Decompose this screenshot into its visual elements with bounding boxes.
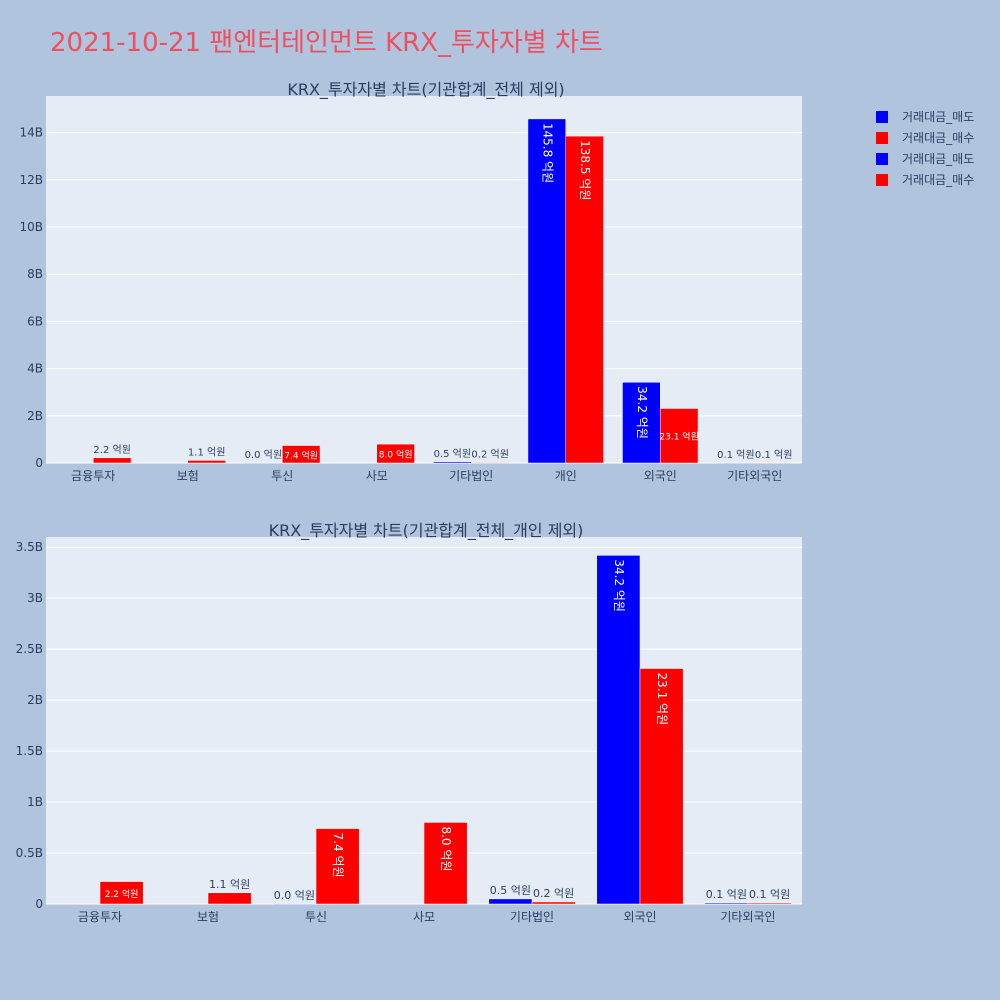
bar-value-label: 1.1 억원 [188, 446, 225, 458]
page-title: 2021-10-21 팬엔터테인먼트 KRX_투자자별 차트 [50, 28, 603, 58]
y-tick-label: 3.5B [16, 540, 43, 554]
bar [716, 462, 756, 464]
bar-value-label: 0.1 억원 [717, 449, 754, 461]
y-tick-label: 14B [19, 126, 43, 140]
bar-value-label: 138.5 억원 [578, 140, 592, 200]
bar-value-label: 0.0 억원 [274, 889, 315, 902]
x-tick-label: 기타외국인 [720, 910, 775, 924]
x-tick-label: 투신 [271, 469, 293, 483]
bar [704, 902, 749, 905]
y-tick-label: 10B [19, 220, 43, 234]
y-tick-label: 1.5B [16, 744, 43, 758]
bar-value-label: 0.5 억원 [434, 448, 471, 460]
bar [747, 902, 792, 905]
legend-swatch [876, 173, 888, 186]
bar-value-label: 23.1 억원 [659, 431, 698, 443]
bar-value-label: 0.1 억원 [749, 888, 790, 901]
legend-label: 거래대금_매수 [902, 173, 975, 187]
bar-value-label: 7.4 억원 [284, 449, 318, 461]
bar [565, 135, 604, 464]
legend-item[interactable]: 거래대금_매도 [876, 106, 974, 127]
chart-bottom: 0 0.5B 1B 1.5B 2B 2.5B 3B 3.5B KRX_투자자별 차트(기관합계_… [16, 521, 802, 924]
bar [754, 462, 793, 464]
x-tick-label: 기타법인 [449, 469, 493, 483]
y-tick-label: 3B [27, 591, 43, 605]
bar-value-label: 0.5 억원 [490, 884, 531, 897]
bar-value-label: 8.0 억원 [379, 449, 413, 461]
legend-swatch [876, 152, 888, 165]
y-tick-label: 4B [27, 362, 43, 376]
x-tick-label: 사모 [413, 910, 435, 924]
y-tick-label: 8B [27, 267, 43, 281]
legend-swatch [876, 110, 888, 123]
bar-value-label: 34.2 억원 [635, 386, 649, 439]
bar-value-label: 145.8 억원 [540, 123, 554, 183]
chart-title: KRX_투자자별 차트(기관합계_전체 제외) [287, 80, 564, 100]
chart-top: 0 2B 4B 6B 8B 10B 12B 14B KRX_투자자별 차트(기관합계_전체 제외… [19, 80, 802, 483]
bar-value-label: 2.2 억원 [105, 888, 139, 900]
legend-label: 거래대금_매도 [902, 152, 975, 166]
x-tick-label: 외국인 [623, 910, 656, 924]
bar [272, 903, 317, 905]
x-tick-label: 외국인 [644, 469, 677, 483]
bar [596, 555, 641, 905]
x-tick-label: 금융투자 [78, 910, 122, 924]
bar-value-label: 0.1 억원 [755, 449, 792, 461]
bar-value-label: 34.2 억원 [612, 559, 626, 612]
bar-value-label: 0.2 억원 [533, 887, 574, 900]
bar-value-label: 1.1 억원 [209, 878, 250, 891]
bar [187, 460, 226, 464]
x-tick-label: 보험 [197, 910, 219, 924]
bar [639, 668, 684, 905]
chart-title: KRX_투자자별 차트(기관합계_전체_개인 제외) [269, 521, 584, 541]
bar-value-label: 2.2 억원 [93, 444, 130, 456]
bar [433, 461, 472, 464]
bar [471, 462, 510, 464]
x-tick-label: 투신 [305, 910, 327, 924]
y-tick-label: 6B [27, 314, 43, 328]
x-tick-label: 개인 [555, 469, 577, 483]
bar-value-label: 0.0 억원 [245, 449, 282, 461]
y-tick-label: 0.5B [16, 846, 43, 860]
y-tick-label: 0 [35, 456, 43, 470]
x-tick-label: 기타외국인 [727, 469, 782, 483]
y-tick-label: 1B [27, 795, 43, 809]
x-tick-label: 기타법인 [510, 910, 554, 924]
bar [93, 457, 132, 464]
legend-swatch [876, 131, 888, 144]
bar-value-label: 8.0 억원 [439, 826, 453, 871]
legend-item[interactable]: 거래대금_매수 [876, 127, 974, 148]
bar [315, 828, 360, 905]
y-tick-label: 2B [27, 693, 43, 707]
bar [622, 382, 661, 464]
legend-item[interactable]: 거래대금_매수 [876, 169, 974, 190]
x-tick-label: 사모 [366, 469, 388, 483]
legend-label: 거래대금_매수 [902, 131, 975, 145]
y-tick-label: 2.5B [16, 642, 43, 656]
plot-area [46, 96, 802, 463]
bar [99, 881, 144, 905]
legend[interactable]: 거래대금_매도 거래대금_매수 거래대금_매도 거래대금_매수 [876, 106, 974, 190]
bar [488, 898, 533, 905]
bar [527, 118, 567, 464]
legend-item[interactable]: 거래대금_매도 [876, 148, 974, 169]
bar [282, 445, 321, 464]
bar [660, 408, 699, 464]
bar [376, 443, 415, 464]
y-tick-label: 0 [35, 897, 43, 911]
y-tick-label: 12B [19, 173, 43, 187]
bar [531, 901, 576, 905]
bar-value-label: 23.1 억원 [655, 673, 669, 726]
bar-value-label: 7.4 억원 [331, 833, 345, 878]
bar-value-label: 0.1 억원 [706, 888, 747, 901]
x-tick-label: 보험 [177, 469, 199, 483]
legend-label: 거래대금_매도 [902, 110, 975, 124]
y-tick-label: 2B [27, 409, 43, 423]
bar [423, 822, 468, 905]
bar [207, 892, 252, 905]
x-tick-label: 금융투자 [71, 469, 115, 483]
bar-value-label: 0.2 억원 [471, 449, 508, 461]
bar [244, 462, 283, 464]
